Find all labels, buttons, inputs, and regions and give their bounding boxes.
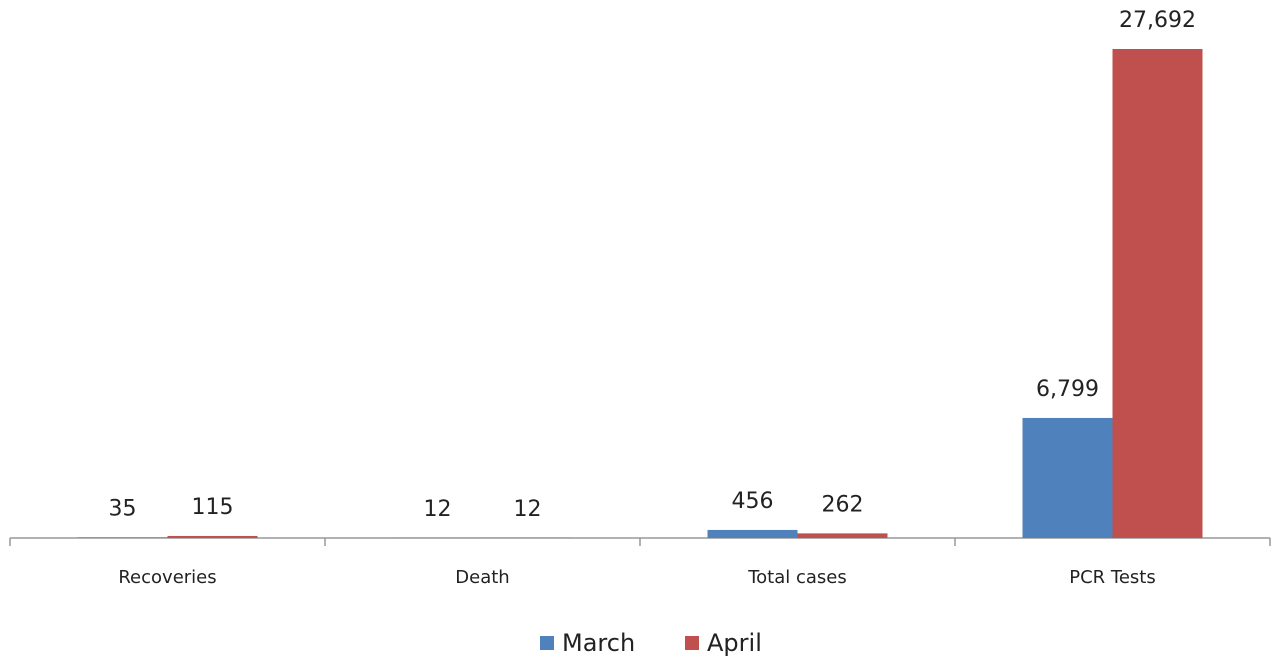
bar bbox=[798, 533, 888, 538]
bar bbox=[1113, 49, 1203, 538]
x-tick-label: Death bbox=[455, 567, 509, 588]
legend-swatch bbox=[540, 636, 554, 650]
bar bbox=[168, 536, 258, 538]
data-label: 35 bbox=[109, 496, 137, 521]
x-tick-label: PCR Tests bbox=[1069, 567, 1155, 588]
data-label: 115 bbox=[192, 495, 234, 520]
x-tick-label: Total cases bbox=[747, 567, 847, 588]
bar bbox=[708, 530, 798, 538]
data-label: 456 bbox=[732, 489, 774, 514]
data-label: 12 bbox=[424, 497, 452, 522]
legend-swatch bbox=[685, 636, 699, 650]
x-tick-label: Recoveries bbox=[118, 567, 216, 588]
data-label: 262 bbox=[822, 492, 864, 517]
data-label: 12 bbox=[514, 497, 542, 522]
data-label: 27,692 bbox=[1119, 8, 1196, 33]
legend-label: April bbox=[707, 629, 762, 657]
data-label: 6,799 bbox=[1036, 377, 1099, 402]
bar bbox=[1023, 418, 1113, 538]
legend-label: March bbox=[562, 629, 635, 657]
bar bbox=[78, 537, 168, 538]
